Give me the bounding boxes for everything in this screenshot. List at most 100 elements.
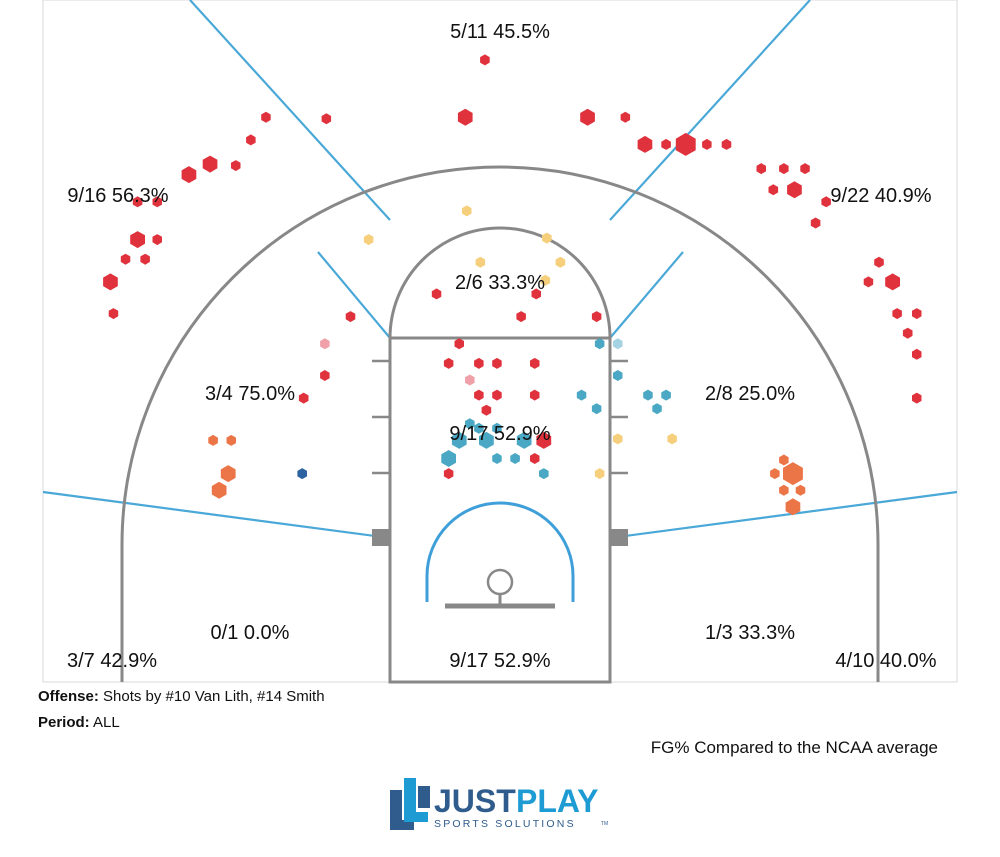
shot-marker [770, 468, 780, 480]
zone-label-right-baseline-mid: 1/3 33.3% [705, 622, 795, 644]
legend-title: FG% Compared to the NCAA average [650, 738, 938, 757]
shot-marker [132, 196, 143, 208]
shot-marker [530, 453, 540, 464]
shot-marker [454, 338, 464, 350]
period-label: Period: [38, 714, 90, 731]
shot-marker [576, 389, 587, 401]
rim [486, 568, 514, 596]
shot-marker [103, 273, 118, 291]
zone-label-right-corner-three: 4/10 40.0% [835, 650, 936, 672]
shot-marker [443, 357, 454, 369]
shot-marker [661, 138, 671, 150]
shot-marker [787, 181, 802, 199]
logo-word-play: PLAY [516, 783, 598, 819]
shot-marker [181, 166, 197, 184]
shot-marker [510, 453, 520, 464]
zone-label-right-midrange: 2/8 25.0% [705, 383, 795, 405]
period-line: Period: ALL [38, 714, 120, 731]
zone-labels: 5/11 45.5% 9/16 56.3% 9/22 40.9% 2/6 33.… [67, 21, 937, 672]
shot-marker [465, 374, 475, 386]
shot-marker [108, 308, 119, 320]
shot-marker [902, 327, 913, 339]
shot-marker [480, 54, 490, 66]
shot-marker [140, 253, 150, 265]
shot-marker [465, 418, 475, 430]
shot-marker [637, 135, 653, 153]
shot-marker [721, 138, 732, 150]
shot-marker [321, 113, 332, 125]
shot-marker [298, 392, 309, 404]
zone-label-top-three: 5/11 45.5% [450, 21, 550, 43]
zone-label-top-of-key: 2/6 33.3% [455, 272, 545, 294]
shot-marker [539, 468, 549, 480]
shot-marker [443, 468, 454, 480]
zone-dividers [42, 0, 958, 540]
left-block [372, 529, 390, 546]
justplay-logo: JUST PLAY SPORTS SOLUTIONS TM [390, 778, 608, 830]
shot-marker [530, 357, 540, 369]
shot-marker [211, 481, 227, 499]
shot-marker [231, 160, 241, 172]
shot-marker [130, 231, 145, 249]
shot-marker [783, 462, 803, 486]
logo-word-just: JUST [434, 783, 516, 819]
shot-marker [516, 431, 532, 449]
shot-marker [580, 108, 595, 126]
shot-marker [479, 431, 494, 449]
shot-marker [785, 498, 801, 516]
shot-marker [821, 196, 831, 208]
offense-label: Offense: [38, 688, 99, 705]
shot-marker [152, 234, 162, 246]
shot-marker [261, 111, 271, 123]
shot-marker [120, 253, 131, 265]
logo-mark-icon [390, 778, 430, 830]
shot-marker [591, 311, 602, 323]
shot-marker [462, 205, 472, 217]
shot-marker [702, 138, 712, 150]
shot-marker [431, 288, 442, 300]
logo-tm: TM [601, 821, 608, 827]
shot-marker [863, 276, 874, 288]
shot-marker [363, 234, 374, 246]
right-block [610, 529, 628, 546]
restricted-arc [425, 501, 575, 602]
shot-marker [492, 357, 502, 369]
shot-marker [202, 155, 218, 173]
shot-marker [800, 163, 810, 175]
shot-marker [320, 370, 330, 381]
shot-marker [594, 338, 605, 350]
zone-label-paint: 9/17 52.9% [449, 650, 550, 672]
shot-marker [246, 134, 256, 146]
shot-marker [474, 357, 484, 369]
shot-marker [643, 389, 653, 401]
zone-label-lane: 9/17 52.9% [449, 423, 550, 445]
shot-marker [795, 484, 806, 496]
shot-marker [531, 288, 541, 300]
shot-marker [441, 450, 456, 467]
court-lines [120, 165, 880, 684]
shot-marker [540, 274, 551, 286]
shot-marker [779, 163, 789, 175]
shot-marker [555, 256, 566, 268]
shot-marker [152, 196, 162, 208]
shot-marker [768, 184, 779, 196]
shot-marker [297, 468, 307, 480]
shot-marker [475, 256, 486, 268]
shot-marker [474, 422, 484, 434]
shot-marker [516, 311, 526, 323]
shot-marker [591, 403, 602, 415]
shot-marker [451, 431, 467, 449]
shot-marker [530, 389, 540, 401]
shot-marker [457, 108, 473, 126]
offense-value: Shots by #10 Van Lith, #14 Smith [98, 688, 325, 705]
shot-marker [912, 348, 922, 360]
shot-marker [492, 389, 502, 401]
shot-marker [756, 163, 766, 175]
shot-marker [542, 232, 552, 244]
shot-marker [226, 434, 236, 446]
offense-line: Offense: Shots by #10 Van Lith, #14 Smit… [38, 688, 325, 705]
shot-marker [536, 431, 552, 449]
shot-marker [661, 389, 671, 401]
period-value: ALL [89, 714, 120, 731]
shot-marker [613, 370, 623, 381]
